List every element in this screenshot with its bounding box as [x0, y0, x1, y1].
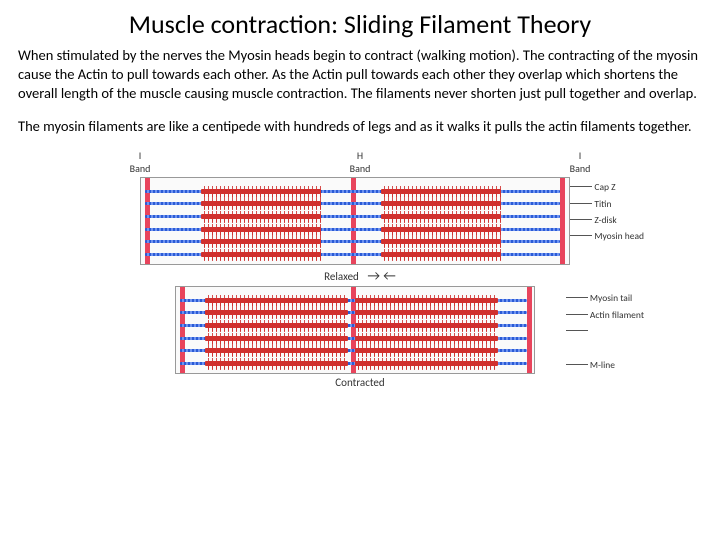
filament-row — [141, 198, 569, 209]
filament-row — [141, 186, 569, 197]
filament-row — [176, 295, 534, 306]
myosin-filament — [381, 239, 501, 244]
i-band-left-label: I Band — [110, 149, 170, 175]
zdisk-label: Z-disk — [594, 214, 644, 226]
filament-row — [176, 307, 534, 318]
myosin-filament — [205, 348, 348, 353]
filament-row — [176, 358, 534, 369]
part-labels-bottom: Myosin tail Actin filament M-line — [590, 292, 644, 375]
filament-row — [141, 211, 569, 222]
myosin-filament — [201, 201, 321, 206]
myosin-filament — [201, 239, 321, 244]
part-labels-top: Cap Z Titin Z-disk Myosin head — [594, 181, 644, 246]
arrow-icon: → ← — [367, 267, 396, 284]
contracted-label: Contracted — [80, 376, 640, 389]
myosin-filament — [381, 214, 501, 219]
myosin-filament — [201, 189, 321, 194]
myosin-filament — [205, 298, 348, 303]
h-band-label: H Band — [330, 149, 390, 175]
filament-row — [176, 320, 534, 331]
myosin-tail-label: Myosin tail — [590, 292, 644, 304]
filament-row — [176, 333, 534, 344]
sarcomere-relaxed — [140, 177, 570, 265]
relaxed-label: Relaxed → ← — [80, 267, 640, 284]
myosin-filament — [201, 214, 321, 219]
sarcomere-contracted — [175, 286, 535, 374]
mline-label: M-line — [590, 359, 644, 371]
myosin-filament — [381, 227, 501, 232]
myosin-filament — [355, 361, 498, 366]
myosin-filament — [355, 336, 498, 341]
paragraph-1: When stimulated by the nerves the Myosin… — [18, 46, 702, 103]
myosin-filament — [355, 348, 498, 353]
myosin-filament — [201, 227, 321, 232]
capz-label: Cap Z — [594, 181, 644, 193]
sarcomere-diagram: I Band H Band I Band Cap Z Titin Z-disk … — [80, 149, 640, 389]
i-band-right-label: I Band — [550, 149, 610, 175]
myosin-filament — [355, 323, 498, 328]
filament-row — [141, 249, 569, 260]
myosin-filament — [381, 201, 501, 206]
filament-row — [141, 236, 569, 247]
myosin-filament — [355, 298, 498, 303]
myosin-filament — [205, 361, 348, 366]
band-labels: I Band H Band I Band — [80, 149, 640, 175]
myosin-filament — [205, 310, 348, 315]
titin-label: Titin — [594, 198, 644, 210]
myosin-head-label: Myosin head — [594, 230, 644, 242]
myosin-filament — [381, 189, 501, 194]
paragraph-2: The myosin filaments are like a centiped… — [18, 117, 702, 136]
filament-row — [141, 224, 569, 235]
filament-row — [176, 345, 534, 356]
myosin-filament — [205, 336, 348, 341]
body-text: When stimulated by the nerves the Myosin… — [0, 46, 720, 135]
myosin-filament — [355, 310, 498, 315]
myosin-filament — [201, 252, 321, 257]
actin-filament-label: Actin filament — [590, 309, 644, 321]
page-title: Muscle contraction: Sliding Filament The… — [0, 0, 720, 46]
myosin-filament — [381, 252, 501, 257]
myosin-filament — [205, 323, 348, 328]
